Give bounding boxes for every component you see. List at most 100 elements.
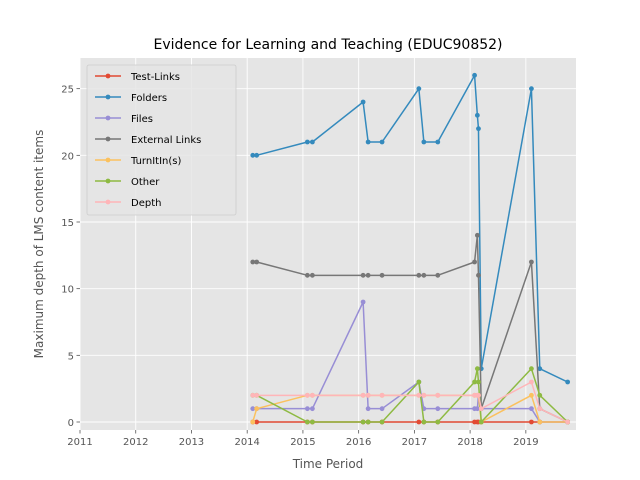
- data-point-other: [416, 379, 422, 385]
- data-point-folders: [304, 139, 310, 145]
- data-point-depth: [537, 406, 543, 412]
- legend-item-turnitin-s: TurnItIn(s): [95, 156, 181, 167]
- y-tick-label: 5: [68, 351, 74, 362]
- x-tick-label: 2014: [234, 437, 259, 448]
- data-point-depth: [254, 392, 260, 398]
- legend-item-depth: Depth: [95, 198, 161, 209]
- x-tick-label: 2017: [402, 437, 427, 448]
- x-tick-label: 2018: [457, 437, 482, 448]
- data-point-depth: [304, 392, 310, 398]
- x-tick-label: 2011: [67, 437, 92, 448]
- legend-label: TurnItIn(s): [130, 156, 181, 167]
- data-point-external-links: [379, 272, 385, 278]
- data-point-external-links: [476, 272, 481, 278]
- x-tick-label: 2015: [290, 437, 315, 448]
- data-point-folders: [379, 139, 385, 145]
- data-point-folders: [365, 139, 371, 145]
- data-point-folders: [309, 139, 315, 145]
- data-point-other: [435, 419, 441, 425]
- legend-box: [86, 64, 237, 216]
- data-point-external-links: [304, 272, 310, 278]
- data-point-turnitin-s: [250, 419, 256, 425]
- data-point-other: [472, 379, 477, 385]
- legend-item-folders: Folders: [95, 93, 167, 104]
- data-point-files: [379, 406, 385, 412]
- data-point-folders: [476, 126, 481, 132]
- x-tick-label: 2013: [179, 437, 204, 448]
- legend-swatch-marker: [105, 73, 111, 79]
- data-point-files: [365, 406, 371, 412]
- legend-label: Test-Links: [130, 72, 180, 83]
- data-point-depth: [309, 392, 315, 398]
- x-axis-label: Time Period: [292, 457, 364, 471]
- data-point-external-links: [472, 259, 477, 265]
- data-point-external-links: [365, 272, 371, 278]
- y-tick-label: 25: [61, 85, 74, 96]
- data-point-files: [435, 406, 441, 412]
- data-point-external-links: [309, 272, 315, 278]
- series-other: [250, 366, 571, 425]
- data-point-depth: [360, 392, 366, 398]
- data-point-external-links: [254, 259, 260, 265]
- axis-ticks: 2011 2012 2013 2014 2015 2016 2017 2018 20190510…: [61, 85, 538, 448]
- legend-swatch-marker: [105, 199, 111, 205]
- data-point-folders: [565, 379, 571, 385]
- legend-swatch-marker: [105, 178, 111, 184]
- legend-item-files: Files: [95, 114, 153, 125]
- data-point-external-links: [529, 259, 534, 265]
- data-point-depth: [250, 392, 256, 398]
- series-layer: [250, 72, 571, 425]
- data-point-other: [421, 419, 427, 425]
- data-point-depth: [478, 406, 484, 412]
- legend-item-test-links: Test-Links: [95, 72, 180, 83]
- legend-label: External Links: [131, 135, 201, 146]
- data-point-other: [474, 366, 480, 372]
- data-point-folders: [529, 86, 534, 92]
- data-point-depth: [476, 392, 481, 398]
- legend-label: Other: [131, 177, 160, 188]
- data-point-files: [304, 406, 310, 412]
- data-point-turnitin-s: [537, 419, 543, 425]
- data-point-folders: [416, 86, 422, 92]
- y-tick-label: 20: [61, 151, 74, 162]
- data-point-folders: [474, 112, 480, 118]
- series-folders: [250, 72, 571, 385]
- data-point-files: [309, 406, 315, 412]
- data-point-external-links: [435, 272, 441, 278]
- data-point-test-links: [416, 419, 422, 425]
- data-point-files: [250, 406, 256, 412]
- data-point-external-links: [250, 259, 256, 265]
- data-point-external-links: [416, 272, 422, 278]
- data-point-other: [529, 366, 534, 372]
- legend-label: Depth: [131, 198, 161, 209]
- data-point-other: [476, 379, 481, 385]
- x-tick-label: 2012: [123, 437, 148, 448]
- data-point-depth: [379, 392, 385, 398]
- data-point-files: [529, 406, 534, 412]
- data-point-folders: [254, 152, 260, 158]
- data-point-folders: [435, 139, 441, 145]
- chart-title: Evidence for Learning and Teaching (EDUC…: [153, 37, 502, 53]
- series-depth: [250, 379, 571, 425]
- x-tick-label: 2016: [346, 437, 371, 448]
- data-point-turnitin-s: [254, 406, 260, 412]
- data-point-turnitin-s: [529, 392, 534, 398]
- legend-swatch-marker: [105, 115, 111, 121]
- data-point-depth: [529, 379, 534, 385]
- data-point-other: [365, 419, 371, 425]
- legend-swatch-marker: [105, 157, 111, 163]
- legend: Test-Links Folders Files External Links Turn…: [86, 64, 237, 216]
- data-point-depth: [435, 392, 441, 398]
- y-tick-label: 10: [61, 285, 74, 296]
- data-point-other: [379, 419, 385, 425]
- x-tick-label: 2019: [513, 437, 538, 448]
- data-point-depth: [365, 392, 371, 398]
- data-point-depth: [421, 392, 427, 398]
- data-point-external-links: [474, 232, 480, 238]
- data-point-other: [304, 419, 310, 425]
- data-point-external-links: [360, 272, 366, 278]
- y-tick-label: 15: [61, 218, 74, 229]
- data-point-files: [474, 406, 480, 412]
- data-point-folders: [472, 72, 477, 78]
